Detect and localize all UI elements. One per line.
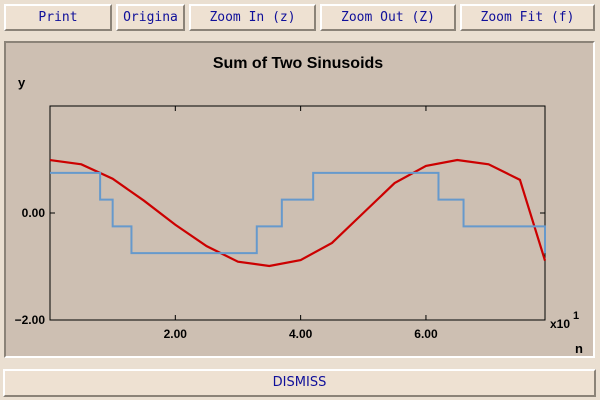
x-multiplier-exponent: 1 xyxy=(573,310,579,322)
zoom-out-button[interactable]: Zoom Out (Z) xyxy=(320,4,456,31)
zoom-fit-button[interactable]: Zoom Fit (f) xyxy=(460,4,595,31)
x-tick-label: 2.00 xyxy=(164,327,188,341)
series-line-2 xyxy=(50,171,546,255)
plot-border xyxy=(49,105,546,321)
x-axis-label: n xyxy=(575,341,583,356)
y-axis-label: y xyxy=(18,75,26,90)
series-line-1 xyxy=(49,158,547,268)
original-button[interactable]: Origina xyxy=(116,4,185,31)
x-multiplier-label: x10 xyxy=(550,317,570,331)
y-tick-label: −2.00 xyxy=(15,313,46,327)
dismiss-button[interactable]: DISMISS xyxy=(3,369,596,397)
x-tick-label: 6.00 xyxy=(414,327,438,341)
x-tick-label: 4.00 xyxy=(289,327,313,341)
print-button[interactable]: Print xyxy=(4,4,112,31)
tick-layer: 2.00 4.00 6.00 0.00 −2.00 xyxy=(15,106,545,341)
chart-title: Sum of Two Sinusoids xyxy=(213,55,383,72)
chart-svg: Sum of Two Sinusoids y n x10 1 2.00 4.00 6… xyxy=(15,55,583,356)
series-layer xyxy=(49,158,547,268)
y-tick-label: 0.00 xyxy=(22,206,46,220)
plot-area[interactable]: Sum of Two Sinusoids y n x10 1 2.00 4.00 6… xyxy=(4,41,595,358)
zoom-in-button[interactable]: Zoom In (z) xyxy=(189,4,316,31)
